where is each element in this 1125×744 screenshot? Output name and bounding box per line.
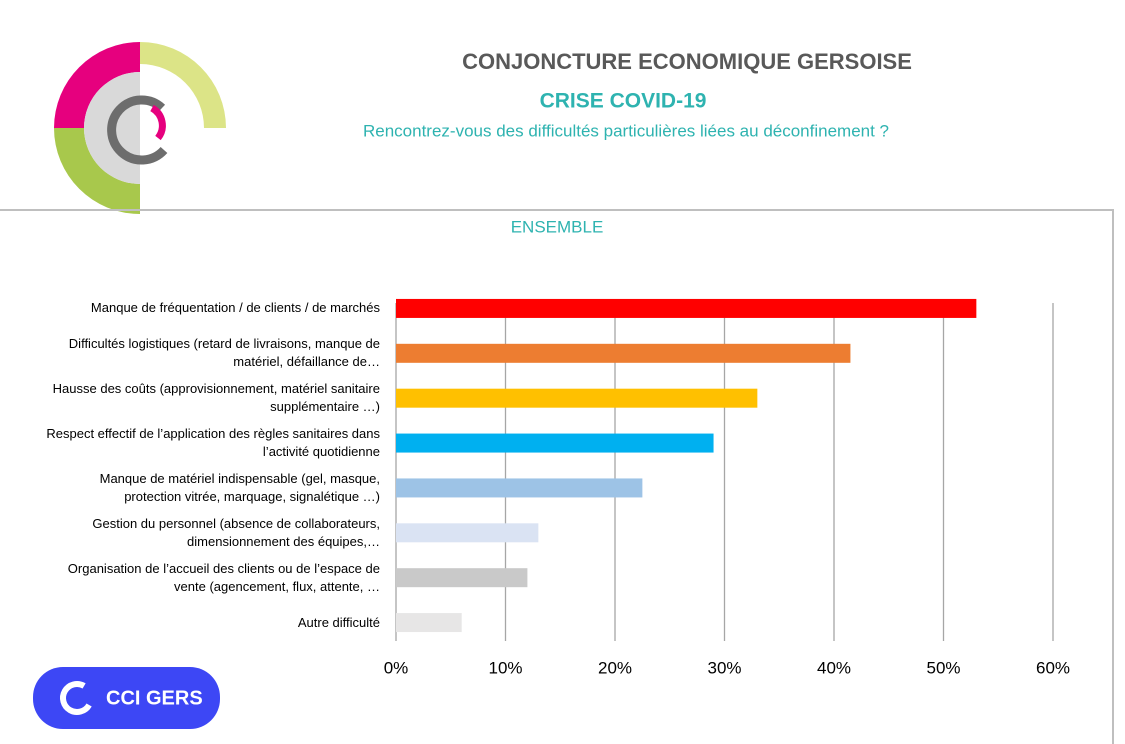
badge-text: CCI GERS	[106, 687, 203, 709]
y-tick-label: Gestion du personnel (absence de collabo…	[92, 515, 380, 549]
y-tick-label: Organisation de l’accueil des clients ou…	[67, 560, 380, 594]
badge-icon	[60, 681, 94, 715]
logo	[54, 42, 226, 214]
y-tick-label: Respect effectif de l’application des rè…	[46, 426, 380, 460]
bar	[396, 568, 528, 588]
y-tick-label: Hausse des coûts (approvisionnement, mat…	[52, 381, 380, 415]
header-title: CONJONCTURE ECONOMIQUE GERSOISE	[462, 49, 912, 74]
y-tick-label: Autre difficulté	[297, 614, 380, 630]
bar	[396, 613, 462, 633]
x-tick-label: 60%	[1036, 658, 1070, 677]
bar	[396, 478, 643, 498]
header-subtitle: CRISE COVID-19	[540, 90, 707, 113]
y-tick-label: Difficultés logistiques (retard de livra…	[68, 336, 380, 370]
header-question: Rencontrez-vous des difficultés particul…	[363, 121, 889, 140]
bar	[396, 298, 977, 318]
x-tick-label: 40%	[817, 658, 851, 677]
y-tick-label: Manque de matériel indispensable (gel, m…	[99, 470, 380, 504]
x-tick-label: 30%	[707, 658, 741, 677]
bar	[396, 388, 758, 408]
plot: 0% 10% 20% 30% 40% 50% 60%	[384, 298, 1070, 677]
y-tick-label: Manque de fréquentation / de clients / d…	[90, 300, 380, 316]
bar	[396, 343, 851, 363]
bar	[396, 433, 714, 453]
chart-frame	[0, 209, 1114, 744]
x-tick-label: 20%	[598, 658, 632, 677]
x-tick-label: 10%	[488, 658, 522, 677]
bar	[396, 523, 539, 543]
chart-title: ENSEMBLE	[511, 217, 604, 236]
x-tick-label: 0%	[384, 658, 409, 677]
x-tick-label: 50%	[926, 658, 960, 677]
